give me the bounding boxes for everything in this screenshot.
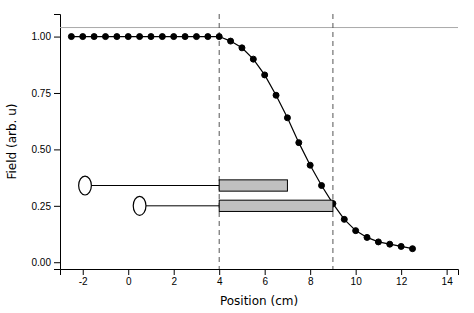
data-point bbox=[137, 34, 143, 40]
data-point bbox=[307, 162, 313, 168]
x-tick-label: -2 bbox=[79, 276, 88, 287]
rod bbox=[146, 205, 219, 206]
data-line bbox=[71, 37, 412, 249]
dashed-line bbox=[332, 14, 333, 269]
x-tick: 12 bbox=[396, 269, 408, 287]
x-tick: 10 bbox=[351, 269, 363, 287]
y-tick-mark bbox=[54, 93, 60, 94]
rectangle bbox=[219, 200, 333, 211]
y-tick-mark bbox=[54, 149, 60, 150]
data-point bbox=[193, 34, 199, 40]
x-tick: -2 bbox=[79, 269, 88, 287]
data-point bbox=[239, 45, 245, 51]
x-tick-label: 0 bbox=[126, 276, 132, 287]
x-axis: -2 0 2 4 6 8 10 12 14 bbox=[61, 269, 459, 287]
x-tick-label: 12 bbox=[396, 276, 408, 287]
y-axis-title: Field (arb. u) bbox=[5, 103, 19, 179]
x-axis-line bbox=[61, 270, 459, 276]
reference-line bbox=[60, 27, 458, 28]
x-tick-mark bbox=[356, 269, 357, 275]
data-point bbox=[125, 34, 131, 40]
y-tick-label: 0.50 bbox=[32, 144, 52, 155]
data-point bbox=[387, 241, 393, 247]
x-tick-mark bbox=[128, 269, 129, 275]
x-tick-label: 6 bbox=[262, 276, 268, 287]
rod bbox=[91, 185, 219, 186]
dashed-line bbox=[219, 14, 220, 269]
data-point bbox=[375, 239, 381, 245]
y-tick: 0.25 bbox=[32, 201, 60, 212]
y-tick-mark bbox=[54, 37, 60, 38]
x-tick-label: 4 bbox=[217, 276, 223, 287]
data-point bbox=[102, 34, 108, 40]
ellipse bbox=[79, 176, 92, 195]
x-tick-mark bbox=[83, 269, 84, 275]
data-point bbox=[284, 115, 290, 121]
x-tick-label: 8 bbox=[308, 276, 314, 287]
x-tick-mark bbox=[219, 269, 220, 275]
y-tick-label: 0.00 bbox=[32, 257, 52, 268]
data-point bbox=[398, 243, 404, 249]
x-tick: 4 bbox=[217, 269, 223, 287]
data-point bbox=[228, 38, 234, 44]
x-tick-label: 10 bbox=[351, 276, 363, 287]
data-point bbox=[80, 34, 86, 40]
y-tick-mark bbox=[54, 206, 60, 207]
data-point bbox=[91, 34, 97, 40]
data-point bbox=[205, 34, 211, 40]
data-point bbox=[68, 34, 74, 40]
y-tick-label: 1.00 bbox=[32, 31, 52, 42]
plot-area: -2 0 2 4 6 8 10 12 14 0.00 0.25 0.50 0.75 1.00 bbox=[32, 14, 459, 287]
marks bbox=[60, 14, 458, 269]
data-point bbox=[319, 183, 325, 189]
data-point bbox=[148, 34, 154, 40]
y-tick: 1.00 bbox=[32, 31, 60, 42]
x-tick: 14 bbox=[442, 269, 454, 287]
x-tick: 0 bbox=[126, 269, 132, 287]
x-tick-mark bbox=[401, 269, 402, 275]
data-point bbox=[273, 92, 279, 98]
data-point bbox=[171, 34, 177, 40]
x-tick-label: 2 bbox=[171, 276, 177, 287]
y-tick-label: 0.25 bbox=[32, 201, 52, 212]
y-tick: 0.50 bbox=[32, 144, 60, 155]
data-point bbox=[262, 72, 268, 78]
y-axis: 0.00 0.25 0.50 0.75 1.00 bbox=[32, 15, 61, 270]
data-point bbox=[182, 34, 188, 40]
y-tick-mark bbox=[54, 262, 60, 263]
ellipse bbox=[133, 196, 146, 215]
x-tick: 6 bbox=[262, 269, 268, 287]
y-tick: 0.75 bbox=[32, 88, 60, 99]
data-point bbox=[159, 34, 165, 40]
x-tick-mark bbox=[447, 269, 448, 275]
x-tick-label: 14 bbox=[442, 276, 454, 287]
data-point bbox=[353, 228, 359, 234]
x-tick-mark bbox=[310, 269, 311, 275]
data-point bbox=[216, 34, 222, 40]
y-tick: 0.00 bbox=[32, 257, 60, 268]
data-point bbox=[364, 234, 370, 240]
x-tick: 8 bbox=[308, 269, 314, 287]
y-tick-label: 0.75 bbox=[32, 88, 52, 99]
data-point bbox=[296, 140, 302, 146]
x-axis-title: Position (cm) bbox=[220, 294, 298, 308]
x-tick-mark bbox=[265, 269, 266, 275]
data-point bbox=[250, 56, 256, 62]
data-point bbox=[410, 246, 416, 252]
x-tick-mark bbox=[174, 269, 175, 275]
rectangle bbox=[219, 180, 287, 191]
y-axis-line bbox=[54, 15, 61, 270]
data-point bbox=[114, 34, 120, 40]
x-tick: 2 bbox=[171, 269, 177, 287]
chart: -2 0 2 4 6 8 10 12 14 0.00 0.25 0.50 0.75 1.00 Positio… bbox=[0, 0, 474, 313]
data-point bbox=[341, 216, 347, 222]
